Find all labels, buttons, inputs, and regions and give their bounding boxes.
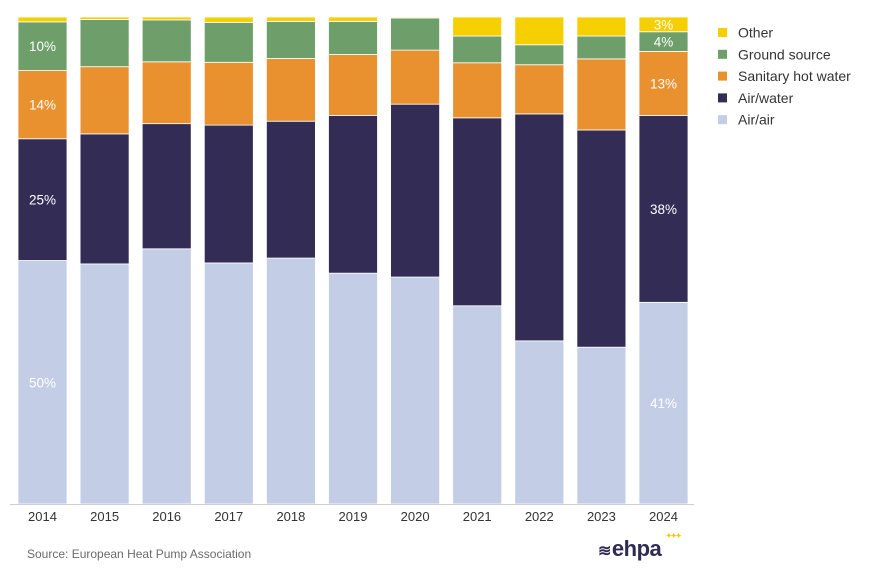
legend-label: Ground source: [738, 46, 831, 62]
x-tick-label: 2016: [152, 509, 181, 524]
bar-segment-2016-sanitary-hot-water: [141, 61, 192, 125]
ehpa-logo: ≋ehpa ✦✦✦: [598, 533, 682, 561]
legend-swatch: [718, 71, 727, 81]
legend-swatch: [718, 115, 727, 125]
bar-segment-2021-ground-source: [452, 35, 503, 64]
legend-label: Sanitary hot water: [738, 68, 851, 84]
x-tick-label: 2019: [339, 509, 368, 524]
bar-segment-2020-air-water: [390, 103, 441, 278]
bar-segment-2023-sanitary-hot-water: [576, 58, 627, 131]
bar-segment-2020-ground-source: [390, 17, 441, 51]
x-tick-label: 2018: [276, 509, 305, 524]
bar-segment-2014-ground-source: [17, 21, 68, 71]
x-tick-label: 2017: [214, 509, 243, 524]
bar-segment-2021-other: [452, 16, 503, 37]
bar-segment-2015-air-water: [79, 133, 130, 265]
bar-segment-2024-air-water: [638, 114, 689, 303]
legend-label: Air/air: [738, 112, 775, 128]
bar-segment-2024-air-air: [638, 301, 689, 505]
bar-segment-2015-other: [79, 16, 130, 20]
bar-segment-2021-air-air: [452, 305, 503, 505]
bar-segment-2019-other: [328, 16, 378, 22]
bar-segment-2016-air-air: [141, 248, 192, 505]
bar-segment-2022-air-air: [514, 340, 565, 505]
bar-segment-2014-other: [17, 16, 68, 23]
bar-segment-2018-ground-source: [265, 20, 316, 59]
bar-segment-2016-other: [141, 16, 192, 21]
x-tick-label: 2021: [463, 509, 492, 524]
bar-segment-2018-air-air: [265, 257, 316, 505]
bar-segment-2021-air-water: [452, 117, 503, 307]
bar-segment-2019-air-air: [328, 272, 378, 505]
bar-segment-2023-other: [576, 16, 627, 37]
bar-segment-2018-air-water: [265, 120, 316, 259]
data-label: 41%: [650, 396, 677, 411]
bar-segment-2019-air-water: [328, 114, 378, 274]
bar-segment-2024-sanitary-hot-water: [638, 51, 689, 116]
legend-swatch: [718, 28, 727, 37]
bar-segment-2020-air-air: [390, 276, 441, 505]
x-tick-label: 2020: [401, 509, 430, 524]
bar-segment-2022-air-water: [514, 113, 565, 342]
bar-segment-2020-other: [390, 16, 441, 19]
data-label: 10%: [29, 39, 56, 54]
legend-label: Other: [738, 25, 773, 41]
source-note: Source: European Heat Pump Association: [27, 547, 252, 561]
bar-segment-2018-other: [265, 16, 316, 22]
bar-segment-2018-sanitary-hot-water: [265, 57, 316, 122]
x-tick-label: 2014: [28, 509, 57, 524]
bar-segment-2019-ground-source: [328, 20, 378, 55]
data-label: 13%: [650, 76, 677, 91]
legend-swatch: [718, 93, 727, 103]
bar-segment-2024-other: [638, 16, 689, 33]
bar-segment-2017-air-air: [203, 262, 254, 505]
bar-segment-2015-sanitary-hot-water: [79, 66, 130, 135]
bar-segment-2015-ground-source: [79, 19, 130, 68]
bar-segment-2022-sanitary-hot-water: [514, 64, 565, 115]
data-label: 50%: [29, 375, 56, 390]
x-tick-label: 2023: [587, 509, 616, 524]
bar-segment-2014-air-air: [17, 260, 68, 505]
bar-segment-2019-sanitary-hot-water: [328, 54, 378, 116]
bar-segment-2023-air-water: [576, 129, 627, 348]
bar-segment-2014-air-water: [17, 138, 68, 261]
data-label: 3%: [654, 17, 674, 32]
data-label: 14%: [29, 98, 56, 113]
bar-segment-2022-ground-source: [514, 44, 565, 66]
bar-segment-2017-other: [203, 16, 254, 23]
x-tick-label: 2022: [525, 509, 554, 524]
data-label: 4%: [654, 35, 674, 50]
bar-segment-2016-air-water: [141, 123, 192, 250]
bar-segment-2017-air-water: [203, 124, 254, 264]
bar-segment-2022-other: [514, 16, 565, 46]
bar-segment-2015-air-air: [79, 263, 130, 505]
bar-segment-2017-sanitary-hot-water: [203, 61, 254, 126]
bar-segment-2016-ground-source: [141, 19, 192, 63]
bar-segment-2017-ground-source: [203, 21, 254, 63]
legend-swatch: [718, 49, 727, 59]
bar-segment-2023-ground-source: [576, 35, 627, 60]
bar-segment-2020-sanitary-hot-water: [390, 49, 441, 105]
bar-segment-2023-air-air: [576, 346, 627, 505]
bar-segment-2021-sanitary-hot-water: [452, 62, 503, 119]
x-tick-label: 2024: [649, 509, 678, 524]
data-label: 38%: [650, 202, 677, 217]
x-tick-label: 2015: [90, 509, 119, 524]
data-label: 25%: [29, 193, 56, 208]
legend-label: Air/water: [738, 90, 794, 106]
